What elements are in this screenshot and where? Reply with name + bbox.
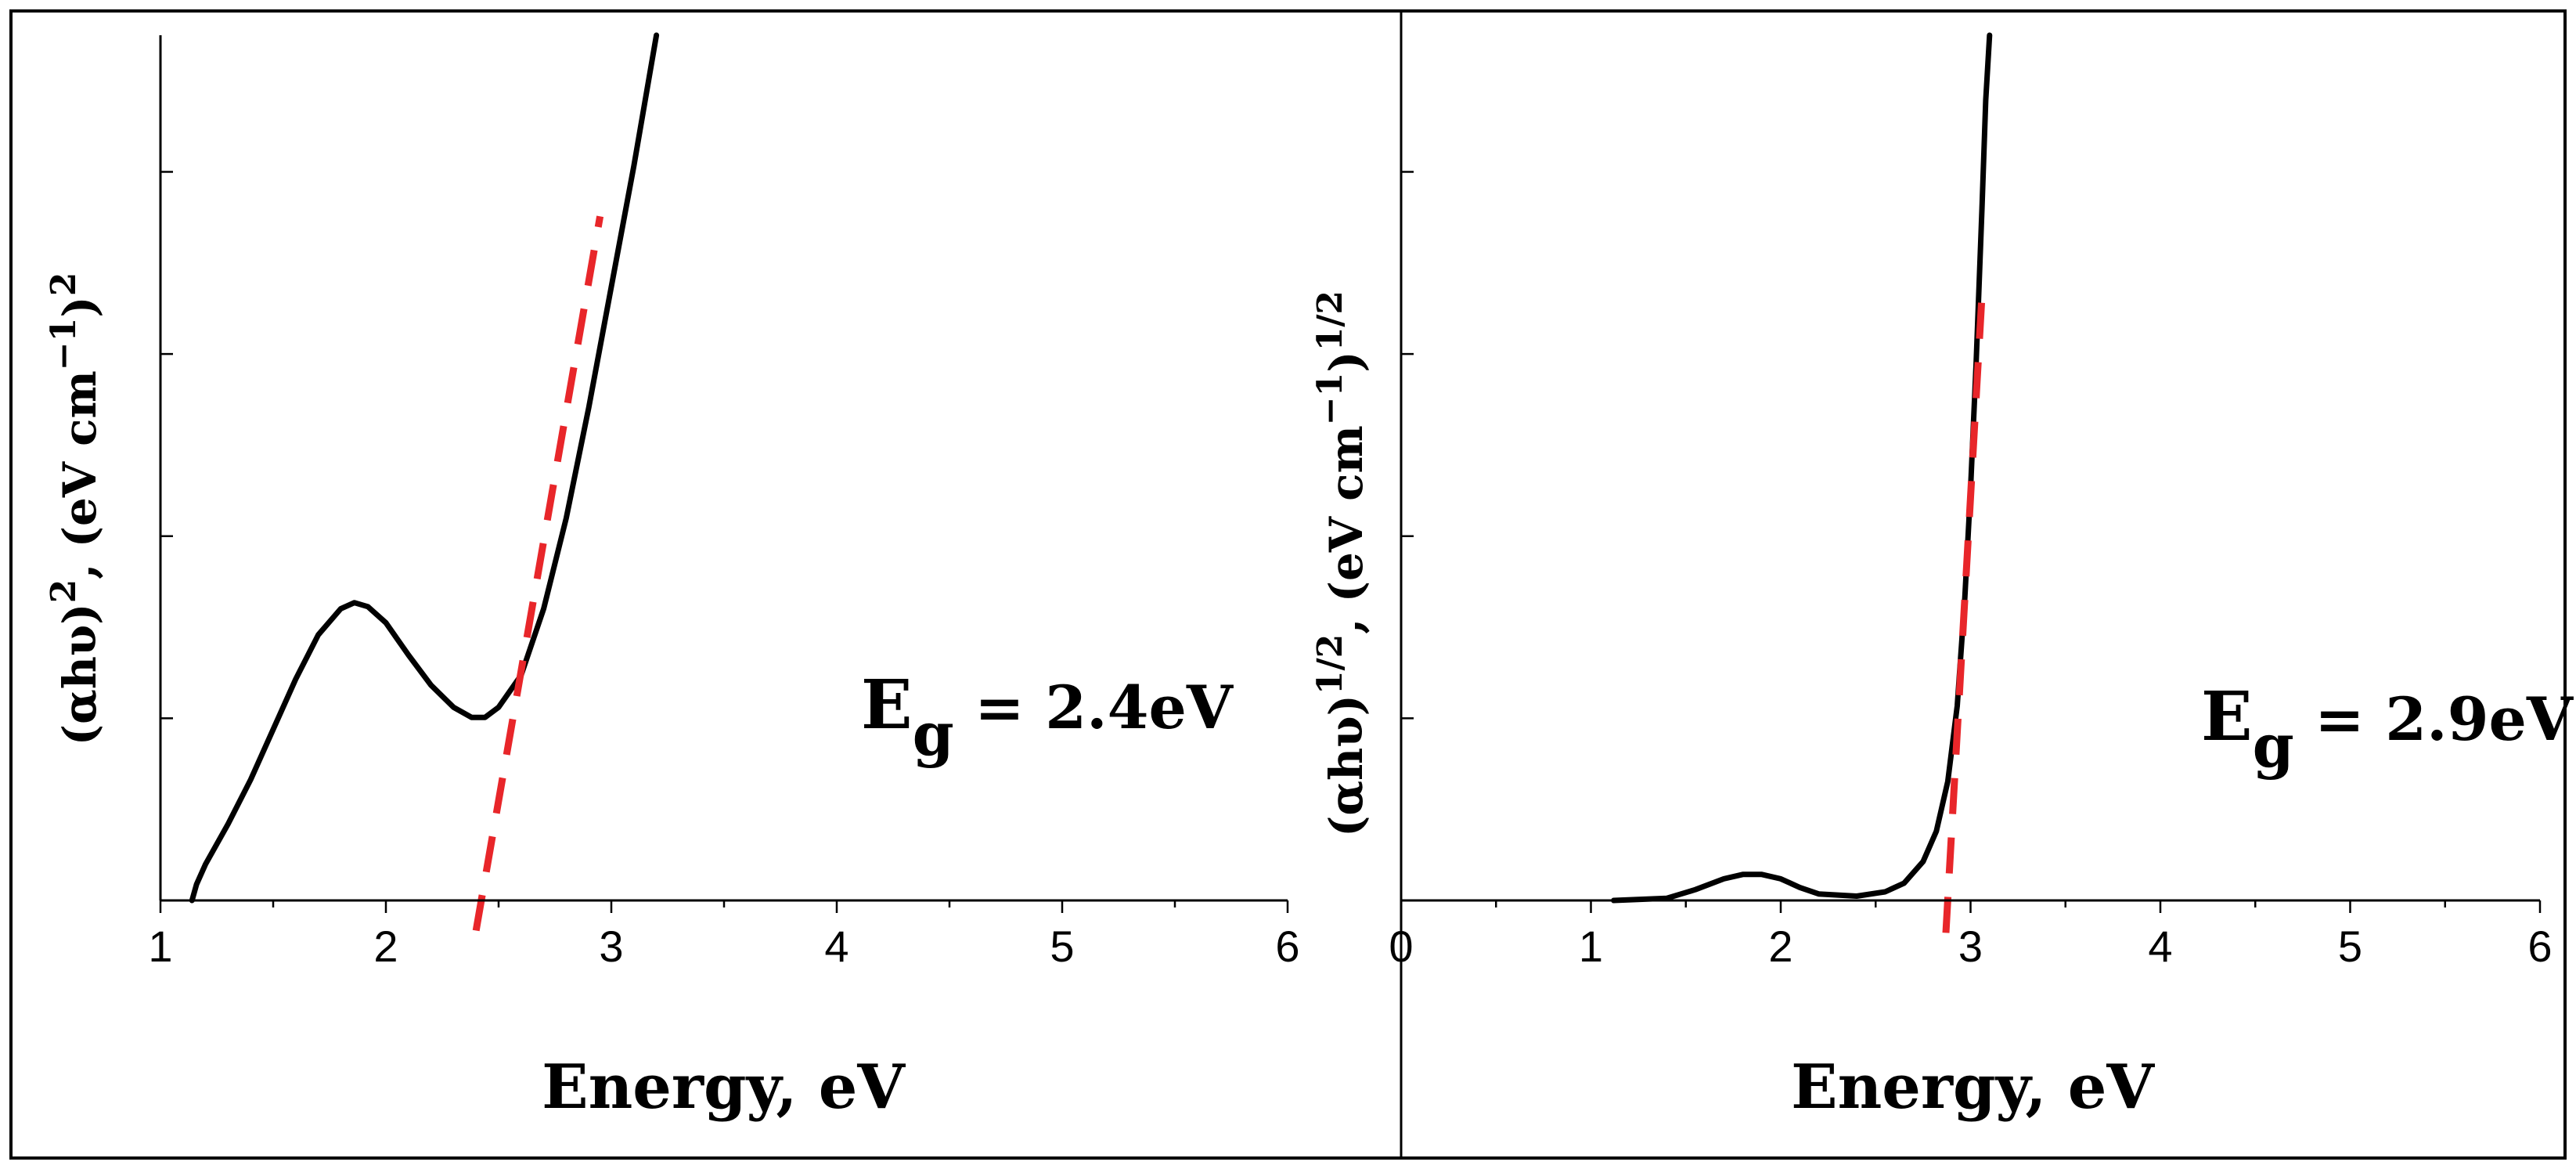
y-axis-label: (αhυ)1/2, (eV cm−1)1/2 [1310, 290, 1373, 837]
x-tick-label: 3 [599, 922, 623, 971]
annotation-main: E [2201, 677, 2253, 756]
y-axis-label: (αhυ)2, (eV cm−1)2 [44, 272, 106, 746]
x-tick-label: 2 [1768, 922, 1792, 971]
y-axis-label-mid: , (eV cm [53, 370, 106, 579]
annotation-rest: = 2.4eV [954, 673, 1234, 742]
absorption-curve [189, 32, 660, 904]
x-tick-label: 2 [373, 922, 398, 971]
x-tick-label: 6 [1275, 922, 1299, 971]
y-axis-label-prefix: (αhυ) [1320, 695, 1373, 837]
y-axis-label-exp3: 2 [44, 272, 84, 297]
y-axis-label-exp2: −1 [44, 318, 84, 370]
annotation-sub: g [913, 699, 954, 769]
y-axis-label-exp: 1/2 [1310, 634, 1350, 695]
x-axis-label: Energy, eV [1791, 1052, 2155, 1123]
band-gap-annotation: Eg = 2.4eV [861, 666, 1234, 769]
y-axis-label-exp: 2 [44, 579, 84, 604]
x-tick-label: 3 [1958, 922, 1983, 971]
annotation-main: E [861, 666, 913, 745]
figure-frame [9, 9, 2567, 1160]
tauc-fit-line [1942, 294, 1986, 933]
y-axis-label-exp2: −1 [1310, 373, 1350, 425]
y-axis-label-prefix: (αhυ) [53, 603, 106, 745]
x-tick-label: 0 [1389, 922, 1413, 971]
x-tick-label: 1 [148, 922, 172, 971]
x-tick-label: 4 [824, 922, 848, 971]
tauc-fit-line [472, 215, 604, 932]
y-axis-label-exp3: 1/2 [1310, 290, 1350, 351]
band-gap-annotation: Eg = 2.9eV [2201, 677, 2574, 781]
y-axis-label-mid: , (eV cm [1320, 425, 1373, 634]
x-axis-label: Energy, eV [542, 1052, 906, 1123]
x-tick-label: 6 [2527, 922, 2552, 971]
y-axis-label-close: ) [53, 296, 106, 317]
x-tick-label: 4 [2148, 922, 2172, 971]
x-tick-label: 1 [1579, 922, 1603, 971]
x-tick-label: 5 [1050, 922, 1074, 971]
annotation-sub: g [2253, 711, 2294, 781]
x-tick-label: 5 [2338, 922, 2362, 971]
annotation-rest: = 2.9eV [2294, 684, 2574, 754]
y-axis-label-close: ) [1320, 351, 1373, 372]
